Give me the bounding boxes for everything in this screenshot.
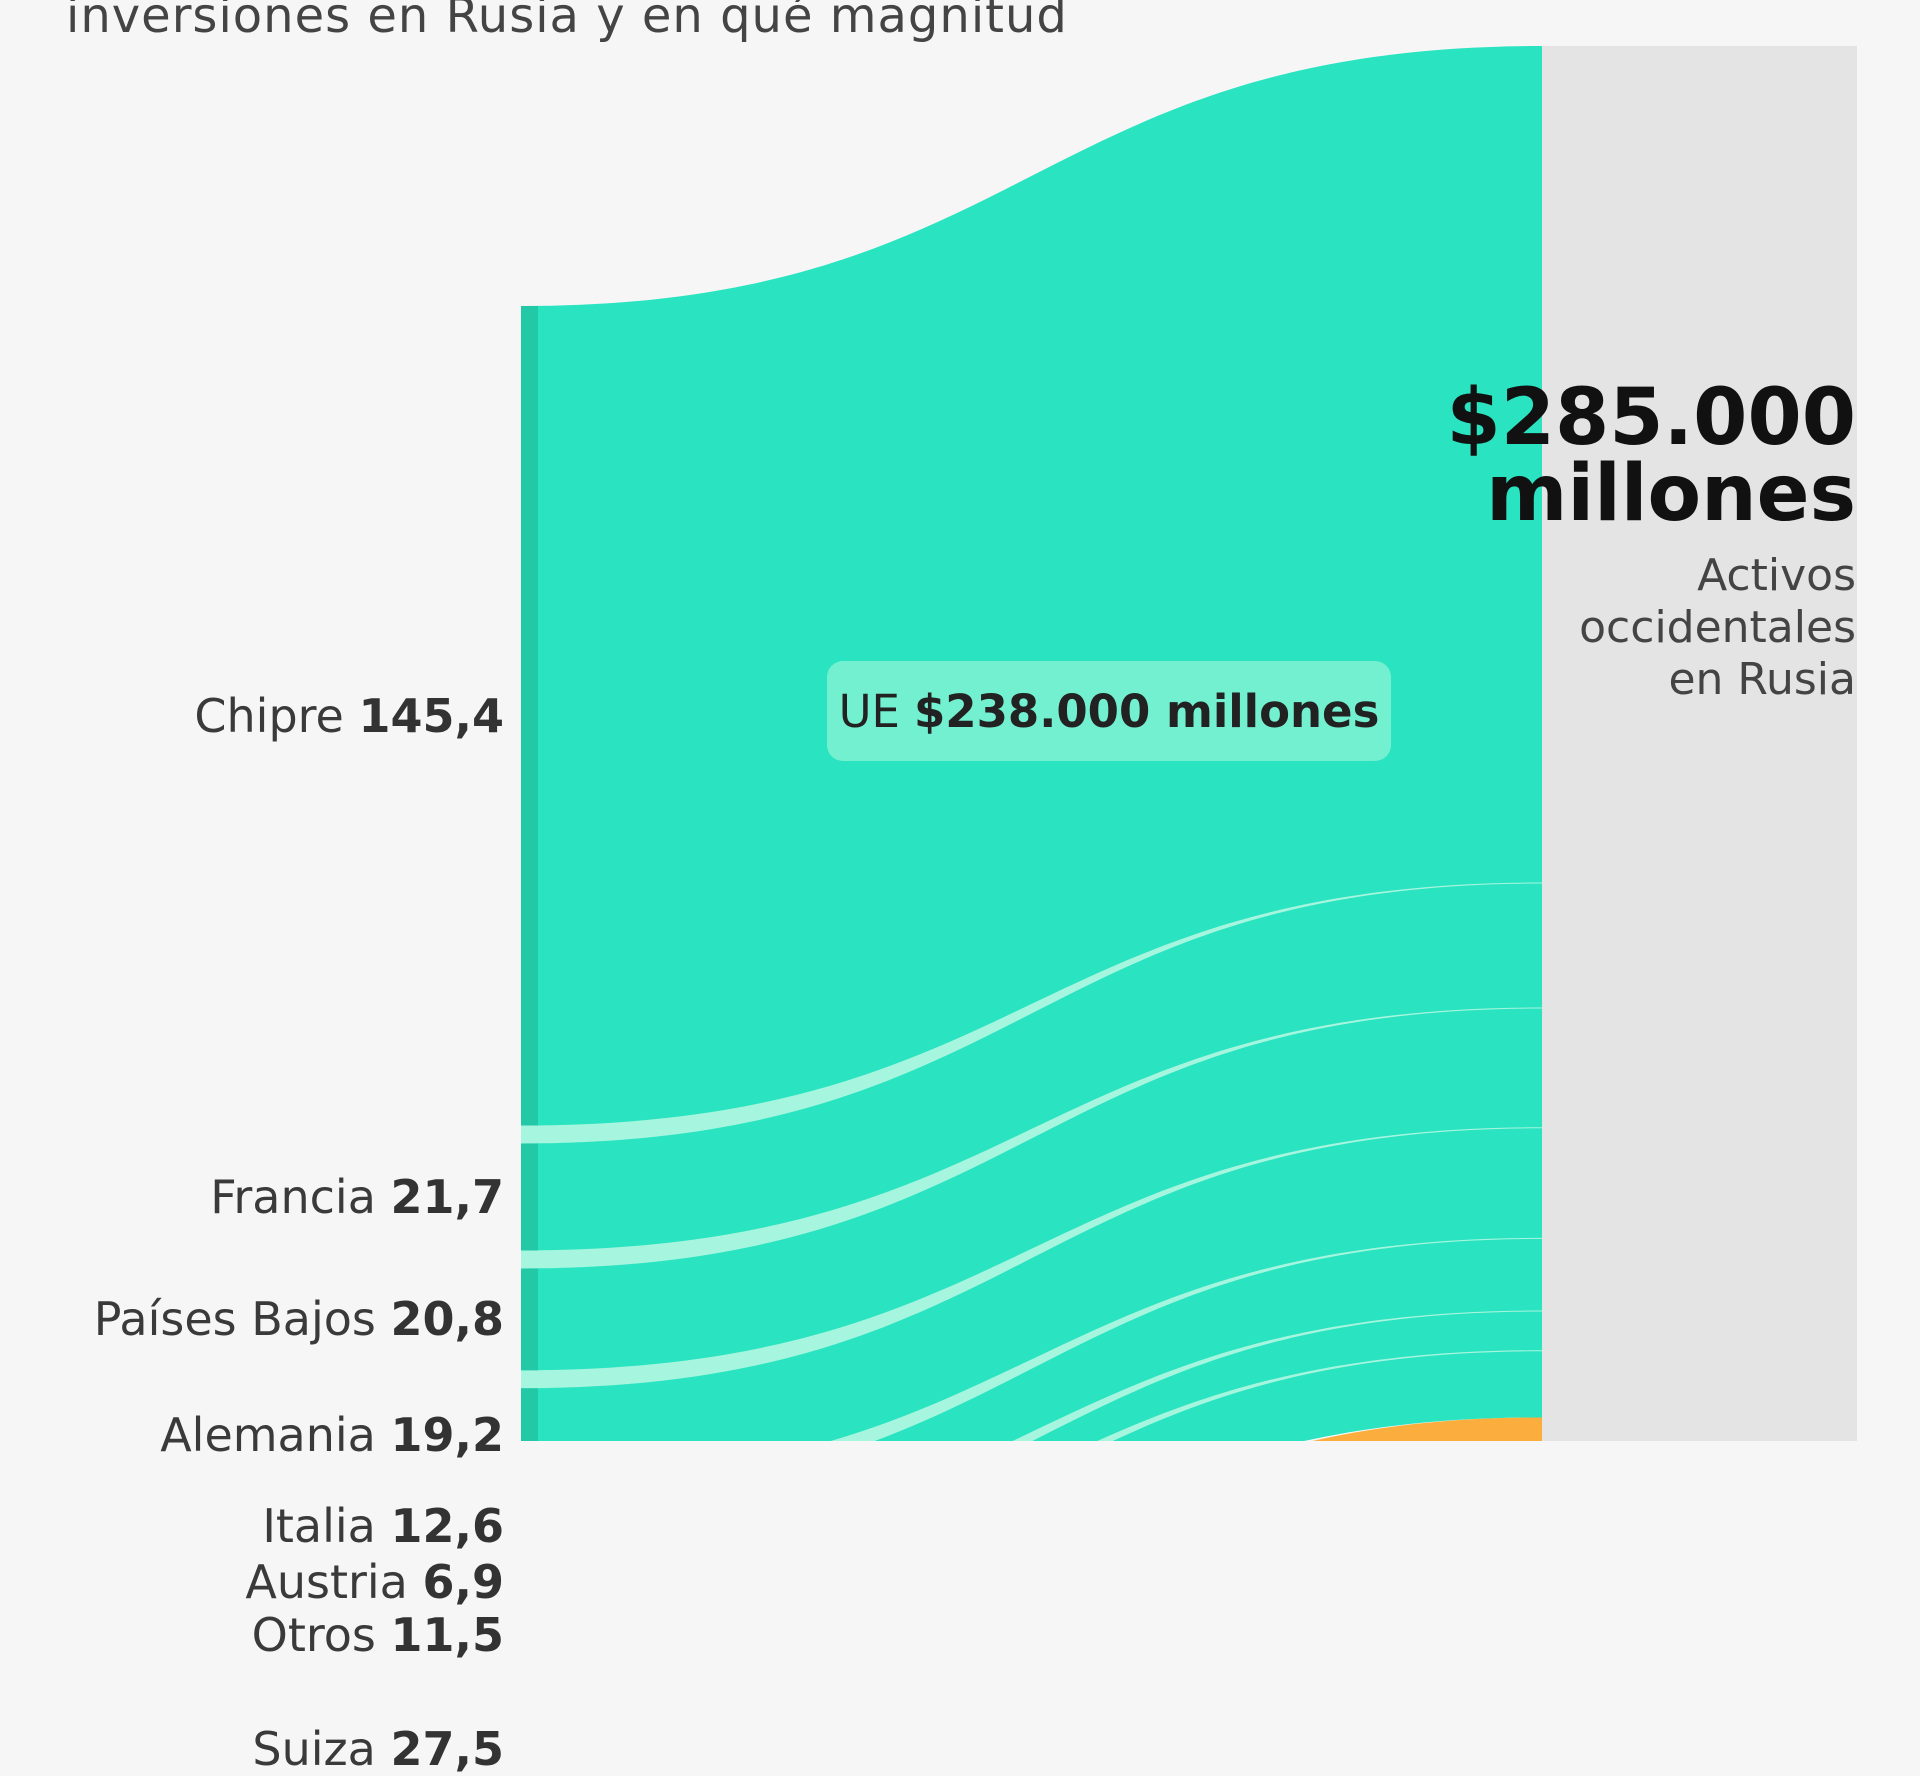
label-austria: Austria 6,9 — [245, 1559, 504, 1605]
label-value: 11,5 — [390, 1608, 505, 1663]
label-suiza: Suiza 27,5 — [252, 1726, 504, 1772]
label-name: Francia — [210, 1170, 391, 1224]
label-name: Otros — [251, 1608, 391, 1663]
label-value: 145,4 — [358, 688, 504, 743]
total-desc-line1: Activos — [1697, 550, 1856, 601]
label-value: 27,5 — [390, 1722, 505, 1776]
label-value: 21,7 — [390, 1170, 505, 1224]
label-name: Países Bajos — [93, 1292, 391, 1347]
total-value-line1: $285.000 — [1446, 373, 1856, 463]
label-name: Suiza — [252, 1722, 391, 1776]
label-otros: Otros 11,5 — [252, 1612, 504, 1658]
flow-band-otros — [1112, 1351, 1542, 1441]
chart-subtitle: inversiones en Rusia y en qué magnitud — [66, 0, 1068, 44]
source-node-chipre — [521, 306, 538, 1126]
label-name: Chipre — [194, 688, 359, 743]
label-paises-bajos: Países Bajos 20,8 — [94, 1296, 504, 1342]
label-value: 19,2 — [390, 1407, 505, 1462]
label-name: Italia — [262, 1499, 391, 1554]
source-node-paises-bajos — [521, 1268, 538, 1371]
flow-band-italia — [874, 1238, 1542, 1441]
label-chipre: Chipre 145,4 — [194, 693, 504, 739]
label-italia: Italia 12,6 — [262, 1503, 504, 1549]
total-value-line2: millones — [1486, 449, 1856, 539]
flow-separator-alemania — [830, 1237, 1542, 1441]
target-total-bar — [1542, 46, 1857, 1441]
source-node-alemania — [521, 1388, 538, 1441]
flow-band-suiza — [1313, 1417, 1542, 1441]
flow-band-alemania — [521, 1128, 1542, 1441]
total-label: $285.000 millones Activos occidentales e… — [1446, 373, 1856, 706]
label-name: Alemania — [160, 1407, 391, 1462]
eu-total-value: $238.000 millones — [914, 684, 1380, 738]
label-alemania: Alemania 19,2 — [160, 1412, 504, 1458]
total-description: Activos occidentales en Rusia — [1446, 550, 1856, 706]
label-value: 6,9 — [422, 1555, 505, 1610]
source-node-francia — [521, 1143, 538, 1251]
total-desc-line2: occidentales — [1579, 602, 1856, 653]
label-francia: Francia 21,7 — [210, 1174, 504, 1220]
eu-total-label: UE $238.000 millones — [827, 661, 1391, 761]
label-name: Austria — [245, 1555, 423, 1610]
flow-separator-francia — [521, 1007, 1542, 1269]
flow-band-paises-bajos — [521, 1008, 1542, 1389]
total-desc-line3: en Rusia — [1668, 654, 1856, 705]
flow-separator-paises-bajos — [521, 1127, 1542, 1389]
chart-stage: inversiones en Rusia y en qué magnitud C… — [66, 0, 1857, 1772]
flow-band-chipre — [521, 46, 1542, 1144]
flow-band-francia — [521, 883, 1542, 1269]
sankey-chart — [521, 46, 1857, 1441]
label-value: 20,8 — [390, 1292, 505, 1347]
label-value: 12,6 — [390, 1499, 505, 1554]
eu-prefix: UE — [838, 684, 900, 738]
flow-separator-chipre — [521, 882, 1542, 1144]
